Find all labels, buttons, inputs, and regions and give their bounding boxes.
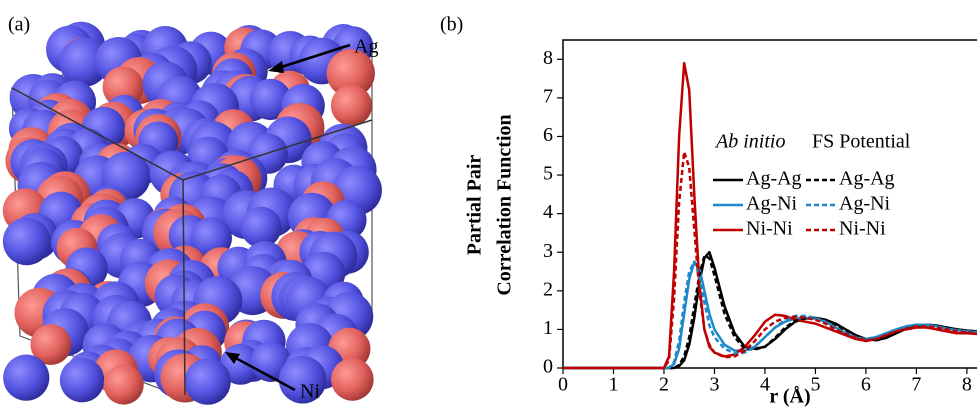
atom: [3, 218, 51, 266]
y-tick-label: 5: [543, 163, 553, 185]
atom: [3, 355, 49, 401]
atom: [331, 85, 372, 126]
series-line: [563, 262, 977, 368]
y-tick-label: 6: [543, 124, 553, 146]
annotation: Ag: [354, 36, 378, 58]
x-tick-label: 2: [659, 374, 669, 396]
x-axis-label: r (Å): [769, 385, 810, 408]
legend-label: Ag-Ni: [839, 193, 891, 215]
legend-label: Ni-Ni: [746, 218, 793, 240]
legend-title: Ab initio: [714, 131, 785, 153]
plot-area: [563, 63, 977, 368]
x-tick-label: 1: [608, 374, 618, 396]
atom: [184, 358, 230, 404]
series-line: [563, 63, 977, 368]
atom-cluster: [3, 22, 382, 405]
x-tick-label: 8: [962, 374, 972, 396]
panel-label: (a): [8, 14, 30, 36]
x-tick-label: 6: [861, 374, 871, 396]
x-tick-label: 5: [810, 374, 820, 396]
atom: [331, 358, 374, 401]
legend-label: Ni-Ni: [839, 218, 886, 240]
atom: [60, 358, 104, 402]
y-axis-label: Correlation Function: [494, 114, 516, 295]
legend-label: Ag-Ag: [746, 168, 802, 190]
series-line: [563, 262, 977, 368]
figure: (a) Ag Ni (b) 012345678012345678r (Å)Par…: [0, 0, 977, 412]
legend-label: Ag-Ag: [839, 168, 895, 190]
legend-label: Ag-Ni: [746, 193, 798, 215]
series-line: [563, 252, 977, 368]
legend-title: FS Potential: [812, 131, 911, 153]
y-axis-label: Partial Pair: [464, 155, 486, 256]
y-tick-label: 7: [543, 85, 553, 107]
y-tick-label: 4: [543, 201, 553, 223]
y-tick-label: 3: [543, 240, 553, 262]
x-tick-label: 0: [558, 374, 568, 396]
series-line: [563, 256, 977, 368]
y-tick-label: 1: [543, 317, 553, 339]
y-tick-label: 8: [543, 47, 553, 69]
y-tick-label: 0: [543, 356, 553, 378]
annotation: Ni: [300, 381, 320, 403]
y-tick-label: 2: [543, 278, 553, 300]
atom: [104, 364, 144, 404]
x-tick-label: 7: [911, 374, 921, 396]
x-tick-label: 3: [709, 374, 719, 396]
panel-label: (b): [440, 14, 463, 36]
